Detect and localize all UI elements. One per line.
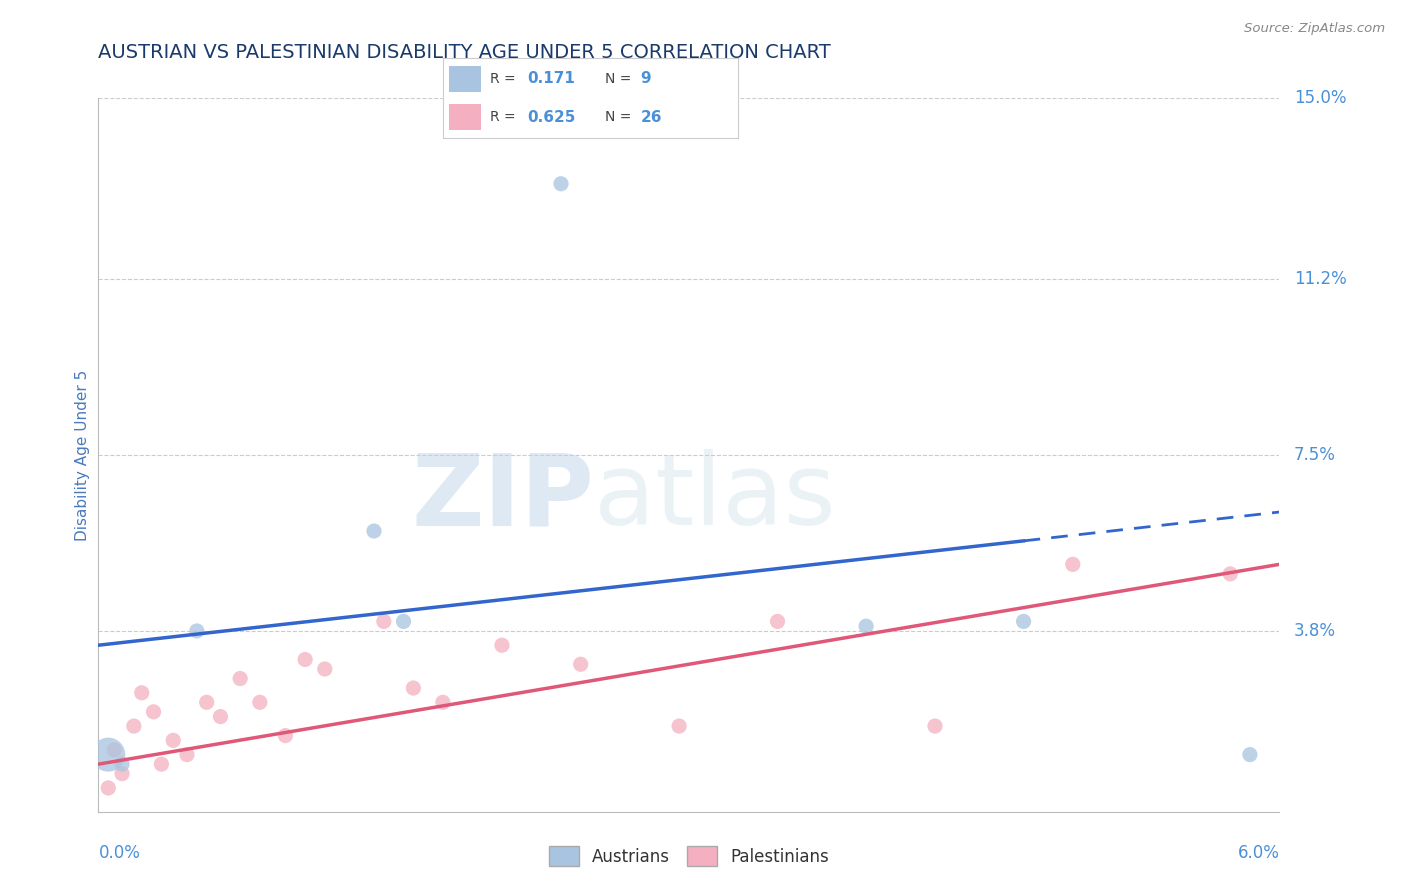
Point bbox=[122, 719, 145, 733]
Point bbox=[924, 719, 946, 733]
Text: 6.0%: 6.0% bbox=[1237, 844, 1279, 862]
Text: R =: R = bbox=[491, 72, 520, 86]
Point bbox=[1219, 566, 1241, 581]
Point bbox=[274, 729, 297, 743]
Legend: Austrians, Palestinians: Austrians, Palestinians bbox=[540, 838, 838, 875]
Point bbox=[150, 757, 173, 772]
Point bbox=[432, 695, 454, 709]
Point bbox=[103, 743, 125, 757]
Point bbox=[392, 615, 415, 629]
Text: 26: 26 bbox=[641, 110, 662, 125]
Point bbox=[142, 705, 165, 719]
FancyBboxPatch shape bbox=[449, 66, 481, 92]
Text: ZIP: ZIP bbox=[412, 450, 595, 546]
Text: 11.2%: 11.2% bbox=[1294, 270, 1347, 288]
Point bbox=[97, 747, 120, 762]
Point bbox=[314, 662, 336, 676]
Point bbox=[294, 652, 316, 666]
Y-axis label: Disability Age Under 5: Disability Age Under 5 bbox=[75, 369, 90, 541]
Point bbox=[186, 624, 208, 638]
Text: N =: N = bbox=[606, 111, 636, 124]
Point bbox=[195, 695, 218, 709]
Text: atlas: atlas bbox=[595, 450, 837, 546]
Point bbox=[855, 619, 877, 633]
Text: 0.171: 0.171 bbox=[527, 71, 575, 87]
Point bbox=[162, 733, 184, 747]
Point bbox=[209, 709, 232, 723]
Point bbox=[131, 686, 153, 700]
Point bbox=[111, 757, 134, 772]
Text: N =: N = bbox=[606, 72, 636, 86]
Text: R =: R = bbox=[491, 111, 520, 124]
Point bbox=[1239, 747, 1261, 762]
Point bbox=[766, 615, 789, 629]
Point bbox=[569, 657, 592, 672]
Point bbox=[176, 747, 198, 762]
Point bbox=[363, 524, 385, 538]
Text: 0.0%: 0.0% bbox=[98, 844, 141, 862]
Point bbox=[97, 780, 120, 795]
Point bbox=[111, 766, 134, 780]
Point bbox=[373, 615, 395, 629]
Point bbox=[550, 177, 572, 191]
Text: 9: 9 bbox=[641, 71, 651, 87]
FancyBboxPatch shape bbox=[449, 104, 481, 130]
Point bbox=[668, 719, 690, 733]
Text: AUSTRIAN VS PALESTINIAN DISABILITY AGE UNDER 5 CORRELATION CHART: AUSTRIAN VS PALESTINIAN DISABILITY AGE U… bbox=[98, 44, 831, 62]
Point bbox=[249, 695, 271, 709]
Text: 15.0%: 15.0% bbox=[1294, 89, 1346, 107]
Text: 0.625: 0.625 bbox=[527, 110, 575, 125]
Point bbox=[1062, 558, 1084, 572]
Text: 7.5%: 7.5% bbox=[1294, 446, 1336, 464]
Text: Source: ZipAtlas.com: Source: ZipAtlas.com bbox=[1244, 22, 1385, 36]
Point bbox=[402, 681, 425, 695]
Point bbox=[229, 672, 252, 686]
Point bbox=[1012, 615, 1035, 629]
Point bbox=[491, 638, 513, 652]
Text: 3.8%: 3.8% bbox=[1294, 622, 1336, 640]
